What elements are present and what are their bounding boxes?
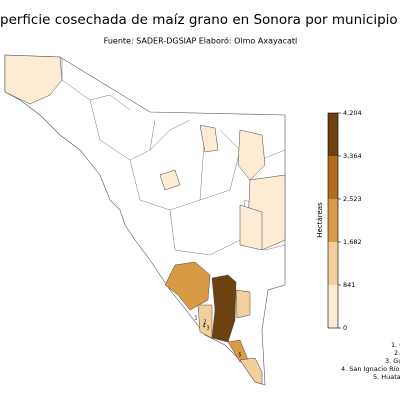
colorbar-swatch	[328, 156, 338, 199]
map-marker: 5	[238, 353, 241, 359]
colorbar-tick-label: 1,682	[343, 238, 362, 246]
colorbar-swatch	[328, 199, 338, 242]
colorbar-tick-label: 0	[343, 324, 347, 332]
regions	[4, 54, 286, 385]
municipality	[239, 204, 263, 251]
colorbar-tick-label: 3,364	[343, 152, 362, 160]
municipality	[197, 304, 213, 339]
colorbar-frame	[327, 112, 339, 329]
colorbar-swatch	[328, 113, 338, 156]
source: Fuente: SADER-DGSIAP	[104, 37, 197, 46]
legend-entry: 1. C	[391, 341, 400, 349]
map-marker: 1	[194, 316, 197, 322]
author: Elaboró: Olmo Axayacatl	[199, 36, 298, 46]
legend-entry: 2.	[394, 349, 400, 357]
municipality	[239, 357, 263, 385]
colorbar: 0 841 1,682 2,523 3,364 4,204	[327, 109, 362, 332]
colorbar-swatch	[328, 242, 338, 285]
legend-entry: 4. San Ignacio Río	[341, 365, 399, 373]
municipality	[237, 129, 266, 181]
legend-entry: 3. Gu	[385, 357, 400, 365]
municipality	[4, 54, 63, 105]
legend-entry: 5. Huata	[373, 373, 400, 381]
colorbar-swatch	[328, 285, 338, 328]
colorbar-tick-label: 2,523	[343, 195, 362, 203]
municipality	[159, 169, 181, 191]
map-marker: 4	[202, 324, 205, 330]
colorbar-tick-label: 841	[343, 281, 355, 289]
map-marker: 2	[203, 320, 206, 326]
map-marker: 3	[206, 326, 209, 332]
colorbar-label: Hectáreas	[316, 202, 324, 238]
municipality	[235, 289, 251, 319]
colorbar-tick-label: 4,204	[343, 109, 362, 117]
municipality	[211, 274, 237, 343]
map-title: perficie cosechada de maíz grano en Sono…	[0, 12, 400, 28]
municipality	[199, 124, 219, 153]
